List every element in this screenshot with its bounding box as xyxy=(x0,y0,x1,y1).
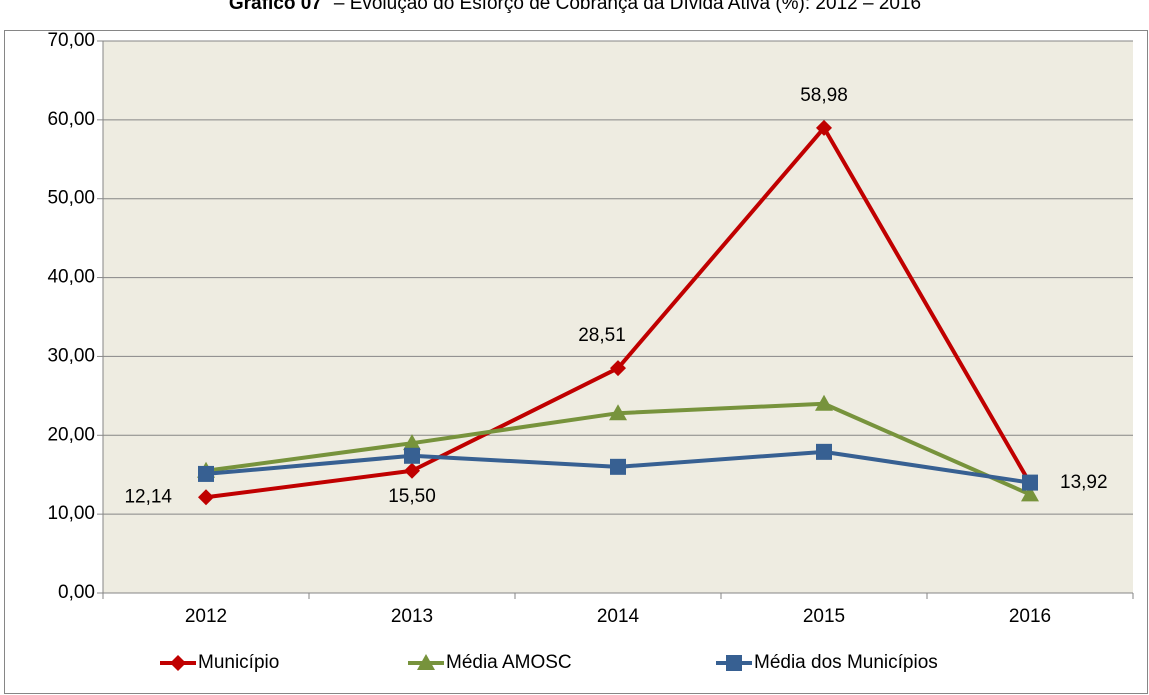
chart-title: Gráfico 07 – Evolução do Esforço de Cobra… xyxy=(229,0,921,14)
data-point xyxy=(403,434,421,451)
data-point xyxy=(1022,474,1038,491)
legend-label: Média AMOSC xyxy=(446,652,572,673)
data-point xyxy=(609,404,627,421)
figure-label: Gráfico 07 xyxy=(229,0,322,14)
data-point xyxy=(610,458,626,475)
y-tick-label: 60,00 xyxy=(47,109,95,130)
legend-marker xyxy=(726,655,742,671)
data-point xyxy=(404,447,420,464)
x-tick-label: 2014 xyxy=(597,606,640,627)
legend-marker xyxy=(170,655,186,671)
data-point xyxy=(198,489,214,506)
legend-label: Média dos Municípios xyxy=(754,652,938,673)
data-label: 28,51 xyxy=(578,325,626,346)
legend-label: Município xyxy=(198,652,279,673)
y-tick-label: 70,00 xyxy=(47,30,95,51)
data-point xyxy=(610,360,626,377)
data-label: 12,14 xyxy=(124,486,172,507)
data-point xyxy=(198,465,214,482)
plot-area xyxy=(103,41,1133,593)
y-tick-label: 40,00 xyxy=(47,267,95,288)
data-label: 13,92 xyxy=(1060,472,1108,493)
y-tick-label: 0,00 xyxy=(58,582,95,603)
data-label: 58,98 xyxy=(800,85,848,106)
data-point xyxy=(815,394,833,411)
data-point xyxy=(1021,485,1039,502)
title-text: – Evolução do Esforço de Cobrança da Dív… xyxy=(334,0,921,14)
data-point xyxy=(404,462,420,479)
y-tick-label: 10,00 xyxy=(47,503,95,524)
legend-marker xyxy=(417,654,435,670)
x-tick-label: 2015 xyxy=(803,606,845,627)
y-tick-label: 30,00 xyxy=(47,345,95,366)
y-tick-label: 20,00 xyxy=(47,424,95,445)
x-tick-label: 2012 xyxy=(185,606,227,627)
y-tick-label: 50,00 xyxy=(47,188,95,209)
x-tick-label: 2016 xyxy=(1009,606,1051,627)
x-tick-label: 2013 xyxy=(391,606,433,627)
data-label: 15,50 xyxy=(388,486,436,507)
data-point xyxy=(816,443,832,460)
data-point xyxy=(816,119,832,136)
